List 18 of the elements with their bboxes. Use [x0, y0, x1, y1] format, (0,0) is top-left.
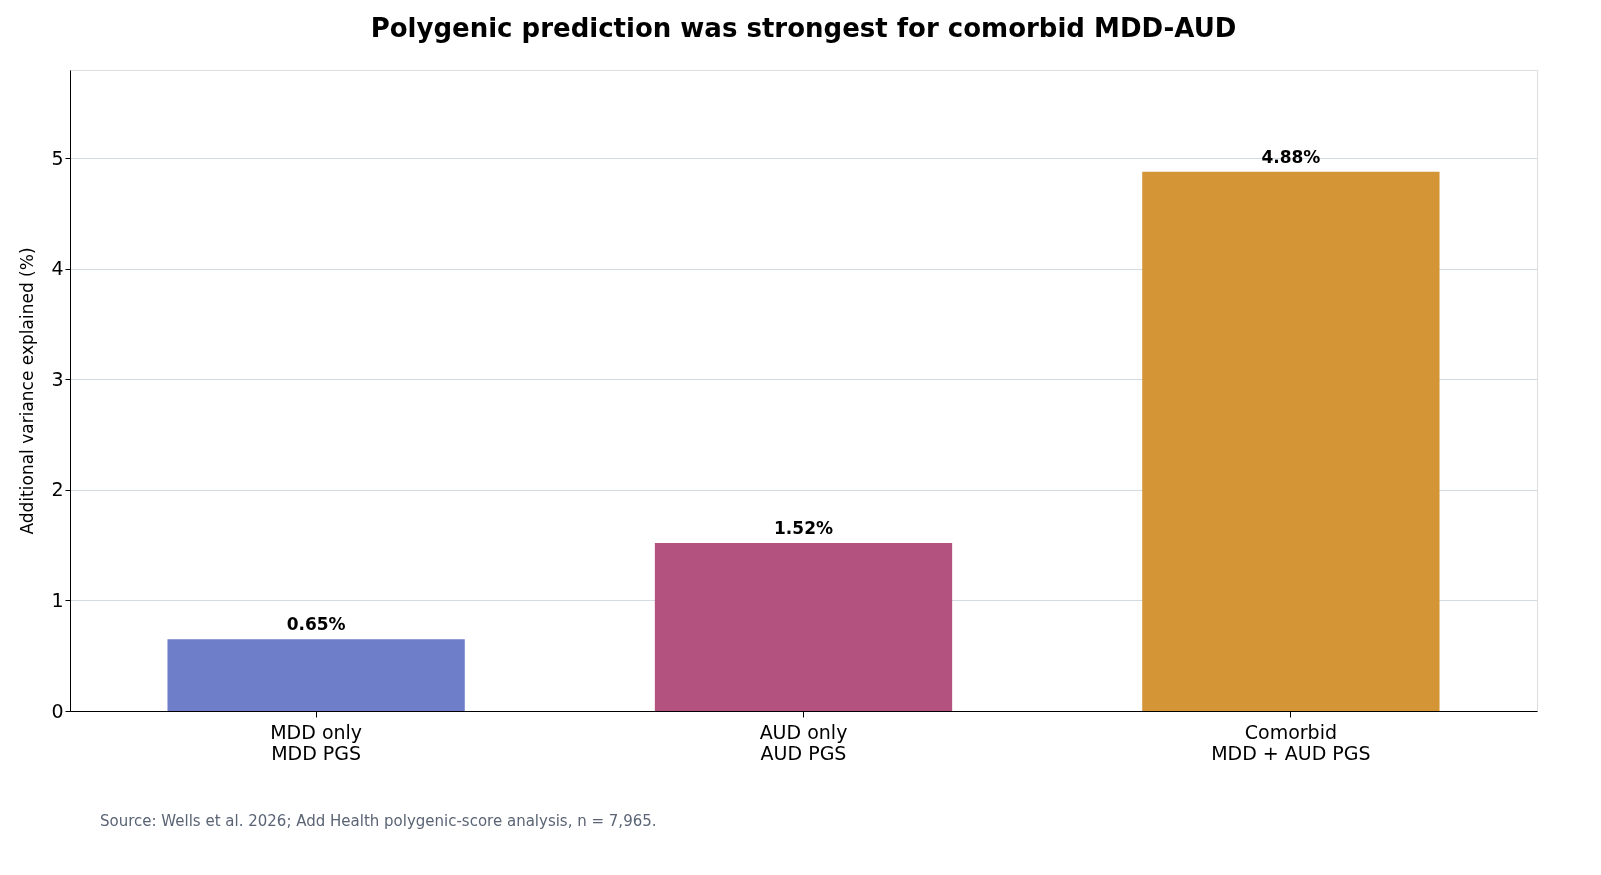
- x-tick-label: AUD only AUD PGS: [759, 720, 848, 764]
- y-tick-label: 1: [51, 588, 64, 611]
- data-label: 0.65%: [286, 614, 346, 635]
- chart-title: Polygenic prediction was strongest for comorbid MDD-AUD: [370, 13, 1237, 43]
- source-note: Source: Wells et al. 2026; Add Health polygenic-score analysis, n = 7,965.: [100, 812, 657, 830]
- bar: [1142, 171, 1440, 711]
- y-axis-title: Additional variance explained (%): [17, 247, 38, 535]
- y-tick-label: 5: [51, 146, 64, 169]
- bar: [167, 639, 465, 711]
- data-label: 1.52%: [774, 518, 833, 539]
- y-tick-label: 4: [51, 257, 64, 280]
- x-tick-label: Comorbid MDD + AUD PGS: [1211, 720, 1371, 764]
- y-tick-label: 3: [51, 367, 64, 390]
- data-label: 4.88%: [1261, 146, 1321, 167]
- x-tick-label: MDD only MDD PGS: [270, 720, 363, 764]
- y-tick-label: 2: [51, 478, 64, 501]
- y-tick-label: 0: [51, 699, 64, 722]
- bar: [654, 543, 953, 711]
